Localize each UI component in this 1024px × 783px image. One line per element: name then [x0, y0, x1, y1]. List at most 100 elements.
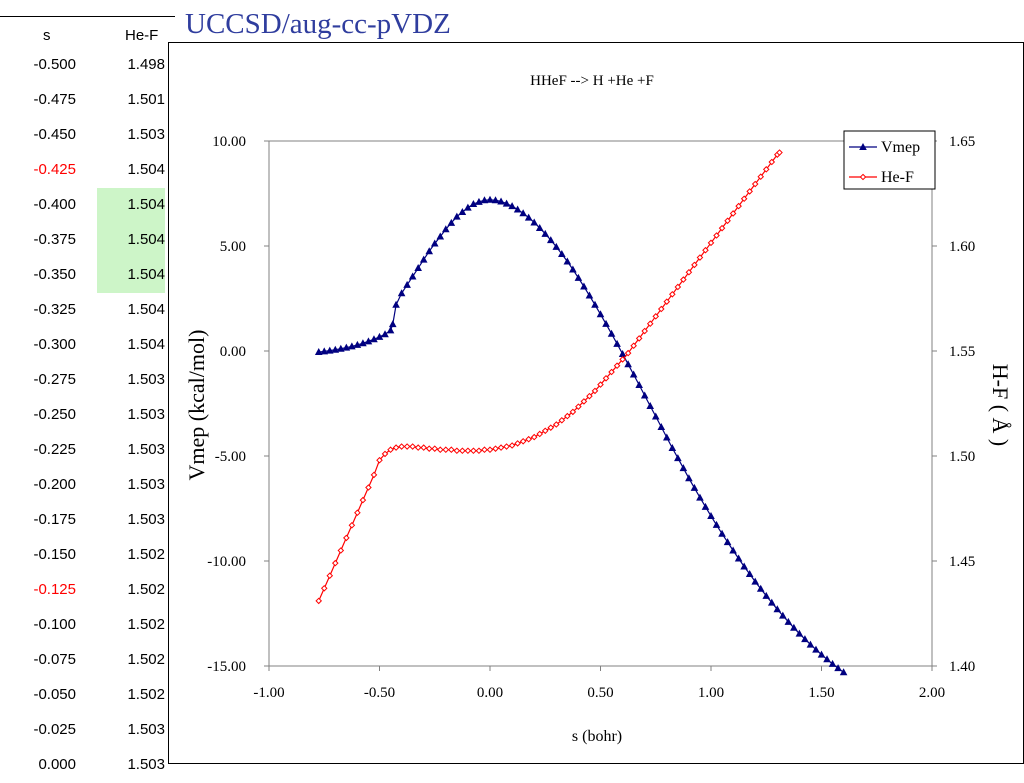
- data-point: [624, 349, 632, 357]
- y-tick-label: -5.00: [215, 449, 246, 465]
- data-point: [480, 196, 489, 204]
- data-point: [817, 650, 826, 658]
- data-point: [806, 640, 815, 648]
- legend-label: He-F: [881, 169, 914, 186]
- data-point: [680, 276, 687, 283]
- axes: -1.00 -0.50 0.00 0.50 1.00 1.50 2.00 -15.00 -10.…: [207, 134, 975, 701]
- data-point: [458, 207, 467, 215]
- data-point: [569, 265, 577, 273]
- data-point: [768, 158, 776, 166]
- data-point: [795, 629, 804, 637]
- data-point: [591, 300, 599, 308]
- table-row: -0.275 1.503: [0, 363, 175, 398]
- data-point: [839, 668, 848, 676]
- table-row: -0.500 1.498: [0, 48, 175, 83]
- data-point: [442, 446, 450, 454]
- data-point: [497, 197, 505, 205]
- table-cell-he-f: 1.503: [127, 476, 165, 493]
- table-cell-he-f: 1.503: [127, 756, 165, 773]
- y-tick-label: -10.00: [207, 554, 246, 570]
- table-cell-he-f: 1.502: [127, 616, 165, 633]
- data-point: [596, 310, 605, 318]
- data-point: [740, 562, 748, 570]
- data-point: [801, 635, 809, 643]
- data-point: [342, 343, 351, 351]
- data-point: [448, 446, 455, 454]
- data-point: [409, 443, 416, 450]
- data-point: [320, 584, 328, 592]
- table-cell-s: -0.075: [33, 651, 76, 668]
- data-point: [464, 447, 472, 455]
- table-header-s: s: [43, 27, 51, 44]
- table-cell-he-f: 1.501: [127, 91, 165, 108]
- data-point: [403, 280, 411, 288]
- data-point: [370, 471, 378, 479]
- table-cell-s: -0.500: [33, 56, 76, 73]
- data-point: [348, 521, 356, 529]
- data-point: [408, 272, 417, 280]
- data-point: [756, 584, 765, 592]
- data-point: [563, 257, 572, 265]
- data-point: [707, 512, 715, 520]
- legend-marker: [859, 143, 867, 150]
- table-cell-s: -0.250: [33, 406, 76, 423]
- data-point: [718, 529, 726, 537]
- data-point: [337, 344, 345, 352]
- data-point: [685, 474, 693, 482]
- table-row: -0.225 1.503: [0, 433, 175, 468]
- data-point: [392, 300, 400, 308]
- data-point: [535, 223, 544, 231]
- data-point: [729, 210, 737, 217]
- data-point: [762, 591, 771, 599]
- data-point: [629, 370, 638, 378]
- data-point: [503, 443, 510, 450]
- table-row: -0.325 1.504: [0, 293, 175, 328]
- data-point: [359, 496, 367, 504]
- data-point: [524, 213, 533, 221]
- table-row: -0.100 1.502: [0, 608, 175, 643]
- x-tick-label: 1.00: [698, 685, 724, 701]
- data-point: [387, 446, 394, 454]
- data-point: [419, 255, 428, 263]
- data-point: [370, 335, 378, 343]
- data-point: [425, 445, 433, 452]
- data-point: [315, 597, 323, 605]
- table-row: -0.350 1.504: [0, 258, 175, 293]
- series-line: [318, 199, 844, 673]
- y-axis-label: Vmep (kcal/mol): [184, 330, 209, 481]
- data-point: [674, 283, 682, 291]
- data-point: [646, 320, 654, 328]
- data-point: [508, 202, 516, 210]
- series-vmep: [314, 195, 848, 676]
- data-point: [525, 435, 532, 443]
- data-point: [613, 339, 621, 347]
- table-cell-s: -0.325: [33, 301, 76, 318]
- data-point: [442, 225, 450, 233]
- data-point: [376, 456, 383, 464]
- data-point: [657, 423, 666, 431]
- data-point: [640, 391, 649, 399]
- table-cell-s: -0.025: [33, 721, 76, 738]
- data-point: [751, 577, 759, 585]
- data-point: [397, 289, 406, 297]
- table-cell-he-f: 1.503: [127, 406, 165, 423]
- data-point: [325, 346, 334, 354]
- data-point: [530, 433, 538, 441]
- data-point: [425, 247, 434, 255]
- data-point: [776, 149, 783, 156]
- data-point: [657, 305, 665, 313]
- data-point: [403, 443, 411, 450]
- x-axis-label: s (bohr): [572, 728, 622, 745]
- table-cell-s: 0.000: [38, 756, 76, 773]
- table-row: -0.150 1.502: [0, 538, 175, 573]
- table-cell-s: -0.475: [33, 91, 76, 108]
- data-point: [486, 195, 494, 203]
- data-point: [514, 440, 521, 447]
- table-cell-s: -0.400: [33, 196, 76, 213]
- data-point: [597, 381, 604, 388]
- data-point: [723, 538, 732, 546]
- data-point: [613, 362, 621, 370]
- data-point: [602, 319, 610, 327]
- data-point: [552, 421, 560, 428]
- table-cell-he-f: 1.504: [97, 188, 165, 223]
